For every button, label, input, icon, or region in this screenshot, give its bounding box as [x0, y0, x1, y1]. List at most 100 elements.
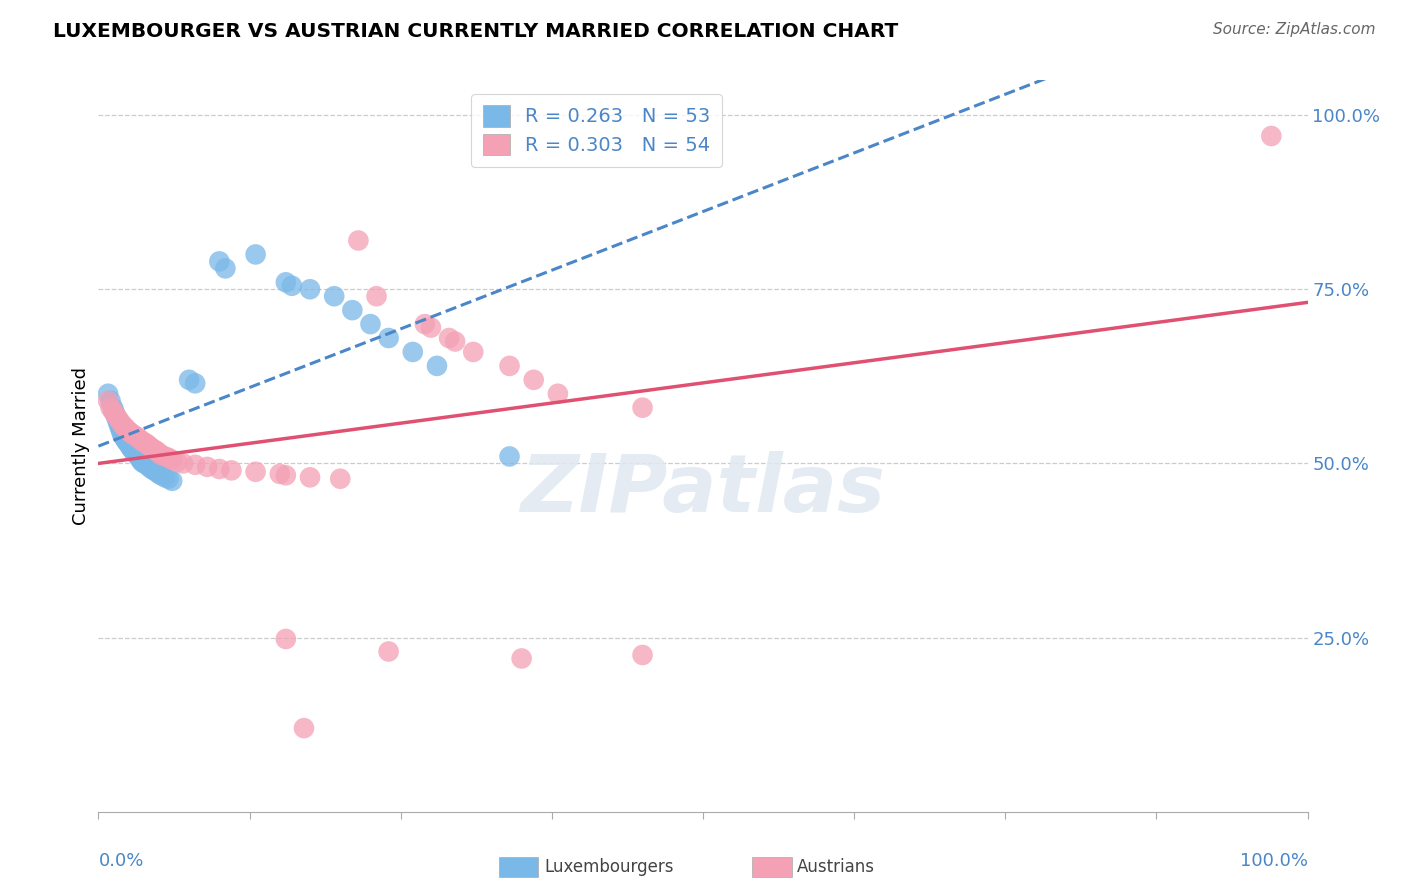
Point	[274, 468, 297, 483]
Point	[221, 463, 243, 477]
Point	[117, 423, 139, 437]
Point	[121, 442, 143, 457]
Point	[245, 247, 267, 261]
Point	[166, 455, 188, 469]
Point	[134, 457, 156, 471]
Point	[107, 415, 129, 429]
Point	[245, 465, 267, 479]
Point	[214, 261, 236, 276]
Point	[115, 434, 138, 449]
Point	[150, 468, 173, 483]
Point	[523, 373, 546, 387]
Point	[101, 401, 124, 415]
Point	[108, 421, 131, 435]
Point	[498, 450, 520, 464]
Point	[299, 282, 322, 296]
Point	[128, 450, 150, 465]
Point	[122, 443, 145, 458]
Point	[97, 386, 120, 401]
Text: 100.0%: 100.0%	[1240, 852, 1308, 870]
Point	[114, 432, 136, 446]
Point	[112, 430, 135, 444]
Point	[498, 359, 520, 373]
Point	[274, 632, 297, 646]
Point	[131, 434, 153, 449]
Point	[426, 359, 449, 373]
Point	[105, 411, 128, 425]
Point	[118, 425, 141, 439]
Point	[347, 234, 370, 248]
Point	[1260, 128, 1282, 143]
Point	[97, 393, 120, 408]
Point	[117, 435, 139, 450]
Point	[172, 457, 194, 471]
Point	[145, 465, 167, 479]
Point	[104, 408, 127, 422]
Point	[160, 474, 183, 488]
Point	[547, 386, 569, 401]
Point	[510, 651, 533, 665]
Point	[402, 345, 425, 359]
Point	[269, 467, 291, 481]
Point	[114, 420, 136, 434]
Point	[143, 463, 166, 477]
Point	[413, 317, 436, 331]
Point	[444, 334, 467, 349]
Point	[110, 425, 132, 439]
Point	[118, 437, 141, 451]
Point	[107, 411, 129, 425]
Point	[148, 467, 170, 481]
Point	[195, 459, 218, 474]
Point	[143, 442, 166, 457]
Y-axis label: Currently Married: Currently Married	[72, 367, 90, 525]
Point	[208, 254, 231, 268]
Point	[104, 408, 127, 422]
Point	[128, 432, 150, 446]
Point	[299, 470, 322, 484]
Point	[377, 331, 399, 345]
Point	[463, 345, 485, 359]
Point	[121, 427, 143, 442]
Point	[360, 317, 382, 331]
Point	[184, 376, 207, 391]
Point	[124, 445, 146, 459]
Point	[111, 418, 134, 433]
Text: Austrians: Austrians	[797, 858, 875, 876]
Point	[184, 458, 207, 472]
Point	[153, 450, 176, 464]
Point	[120, 441, 142, 455]
Text: ZIPatlas: ZIPatlas	[520, 450, 886, 529]
Legend: R = 0.263   N = 53, R = 0.303   N = 54: R = 0.263 N = 53, R = 0.303 N = 54	[471, 94, 723, 167]
Point	[274, 275, 297, 289]
Point	[141, 441, 163, 455]
Point	[631, 401, 654, 415]
Point	[131, 455, 153, 469]
Point	[138, 459, 160, 474]
Point	[125, 447, 148, 461]
Point	[377, 644, 399, 658]
Point	[179, 373, 201, 387]
Point	[138, 439, 160, 453]
Point	[366, 289, 388, 303]
Point	[108, 415, 131, 429]
Point	[135, 458, 157, 472]
Point	[103, 404, 125, 418]
Point	[292, 721, 315, 735]
Point	[148, 446, 170, 460]
Text: 0.0%: 0.0%	[98, 852, 143, 870]
Text: Source: ZipAtlas.com: Source: ZipAtlas.com	[1212, 22, 1375, 37]
Point	[111, 428, 134, 442]
Point	[631, 648, 654, 662]
Point	[342, 303, 364, 318]
Text: Luxembourgers: Luxembourgers	[544, 858, 673, 876]
Point	[127, 430, 149, 444]
Point	[145, 443, 167, 458]
Point	[150, 448, 173, 462]
Point	[329, 472, 352, 486]
Point	[141, 462, 163, 476]
Point	[208, 462, 231, 476]
Point	[100, 401, 122, 415]
Point	[101, 404, 124, 418]
Point	[108, 418, 131, 433]
Point	[281, 278, 304, 293]
